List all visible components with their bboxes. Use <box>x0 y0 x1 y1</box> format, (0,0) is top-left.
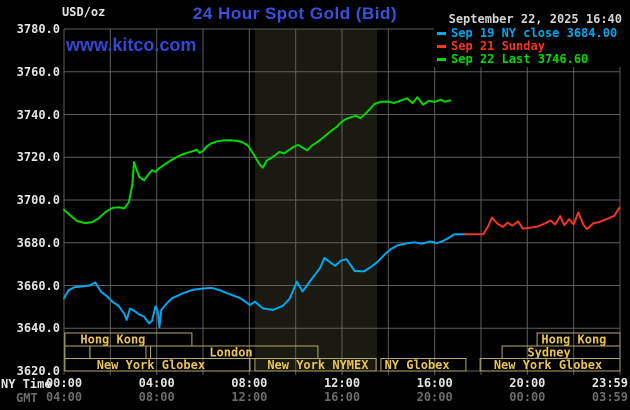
kitco-watermark: www.kitco.com <box>66 35 197 55</box>
y-tick-label: 3760.0 <box>16 64 60 79</box>
series-line <box>464 206 621 236</box>
x-tick-label-ny: 20:00 <box>509 376 546 390</box>
session-label: New York NYMEX <box>267 358 369 372</box>
y-axis-units-label: USD/oz <box>62 5 106 19</box>
x-tick-label-gmt: 03:59 <box>591 390 628 404</box>
x-tick-label-gmt: 00:00 <box>509 390 546 404</box>
x-tick-label-gmt: 04:00 <box>45 390 83 404</box>
session-label: Hong Kong <box>80 333 145 347</box>
session-box <box>479 358 621 372</box>
chart-timestamp: September 22, 2025 16:40 <box>448 12 622 26</box>
x-tick-label-ny: 23:59 <box>591 376 628 390</box>
legend-label: Sep 22 Last 3746.60 <box>451 52 589 66</box>
y-tick-label: 3720.0 <box>16 150 60 165</box>
session-box <box>64 345 91 359</box>
session-box <box>64 358 251 372</box>
legend-dash-icon <box>437 45 446 48</box>
legend-entry: Sep 19 NY close 3684.00 <box>434 27 630 40</box>
session-label: New York Globex <box>494 358 602 372</box>
legend-label: Sep 19 NY close 3684.00 <box>451 26 618 40</box>
session-label: Hong Kong <box>541 333 606 347</box>
session-box <box>380 358 467 372</box>
y-tick-label: 3780.0 <box>16 22 60 36</box>
ny-time-caption: NY Time <box>1 377 52 391</box>
series-line <box>63 233 466 328</box>
legend-dash-icon <box>437 58 446 61</box>
legend-entry: Sep 22 Last 3746.60 <box>434 53 630 66</box>
x-tick-label-ny: 08:00 <box>231 376 268 390</box>
session-box <box>254 358 377 372</box>
x-tick-label-gmt: 16:00 <box>323 390 361 404</box>
y-tick-label: 3640.0 <box>16 321 60 336</box>
legend-label: Sep 21 Sunday <box>451 39 545 53</box>
y-tick-label: 3660.0 <box>16 278 60 293</box>
legend-dash-icon <box>437 32 446 35</box>
x-tick-label-ny: 16:00 <box>416 376 453 390</box>
x-tick-label-gmt: 12:00 <box>231 390 268 404</box>
session-label: London <box>209 346 252 360</box>
session-label: NY Globex <box>385 358 450 372</box>
x-tick-label-ny: 04:00 <box>138 376 175 390</box>
gmt-caption: GMT <box>16 391 38 405</box>
session-label: Sydney <box>527 346 570 360</box>
y-tick-label: 3740.0 <box>16 107 60 122</box>
legend: Sep 19 NY close 3684.00 Sep 21 Sunday Sep … <box>434 27 630 67</box>
y-tick-label: 3680.0 <box>16 235 60 250</box>
x-tick-label-ny: 12:00 <box>323 376 361 390</box>
legend-entry: Sep 21 Sunday <box>434 40 630 53</box>
series-line <box>63 96 452 225</box>
session-box <box>89 345 147 359</box>
x-tick-label-gmt: 20:00 <box>416 390 453 404</box>
y-tick-label: 3620.0 <box>16 364 60 378</box>
x-tick-label-gmt: 08:00 <box>138 390 175 404</box>
x-tick-label-ny: 00:00 <box>45 376 83 390</box>
page-title: 24 Hour Spot Gold (Bid) <box>192 4 398 23</box>
y-tick-label: 3700.0 <box>16 193 60 207</box>
session-label: New York Globex <box>97 358 205 372</box>
